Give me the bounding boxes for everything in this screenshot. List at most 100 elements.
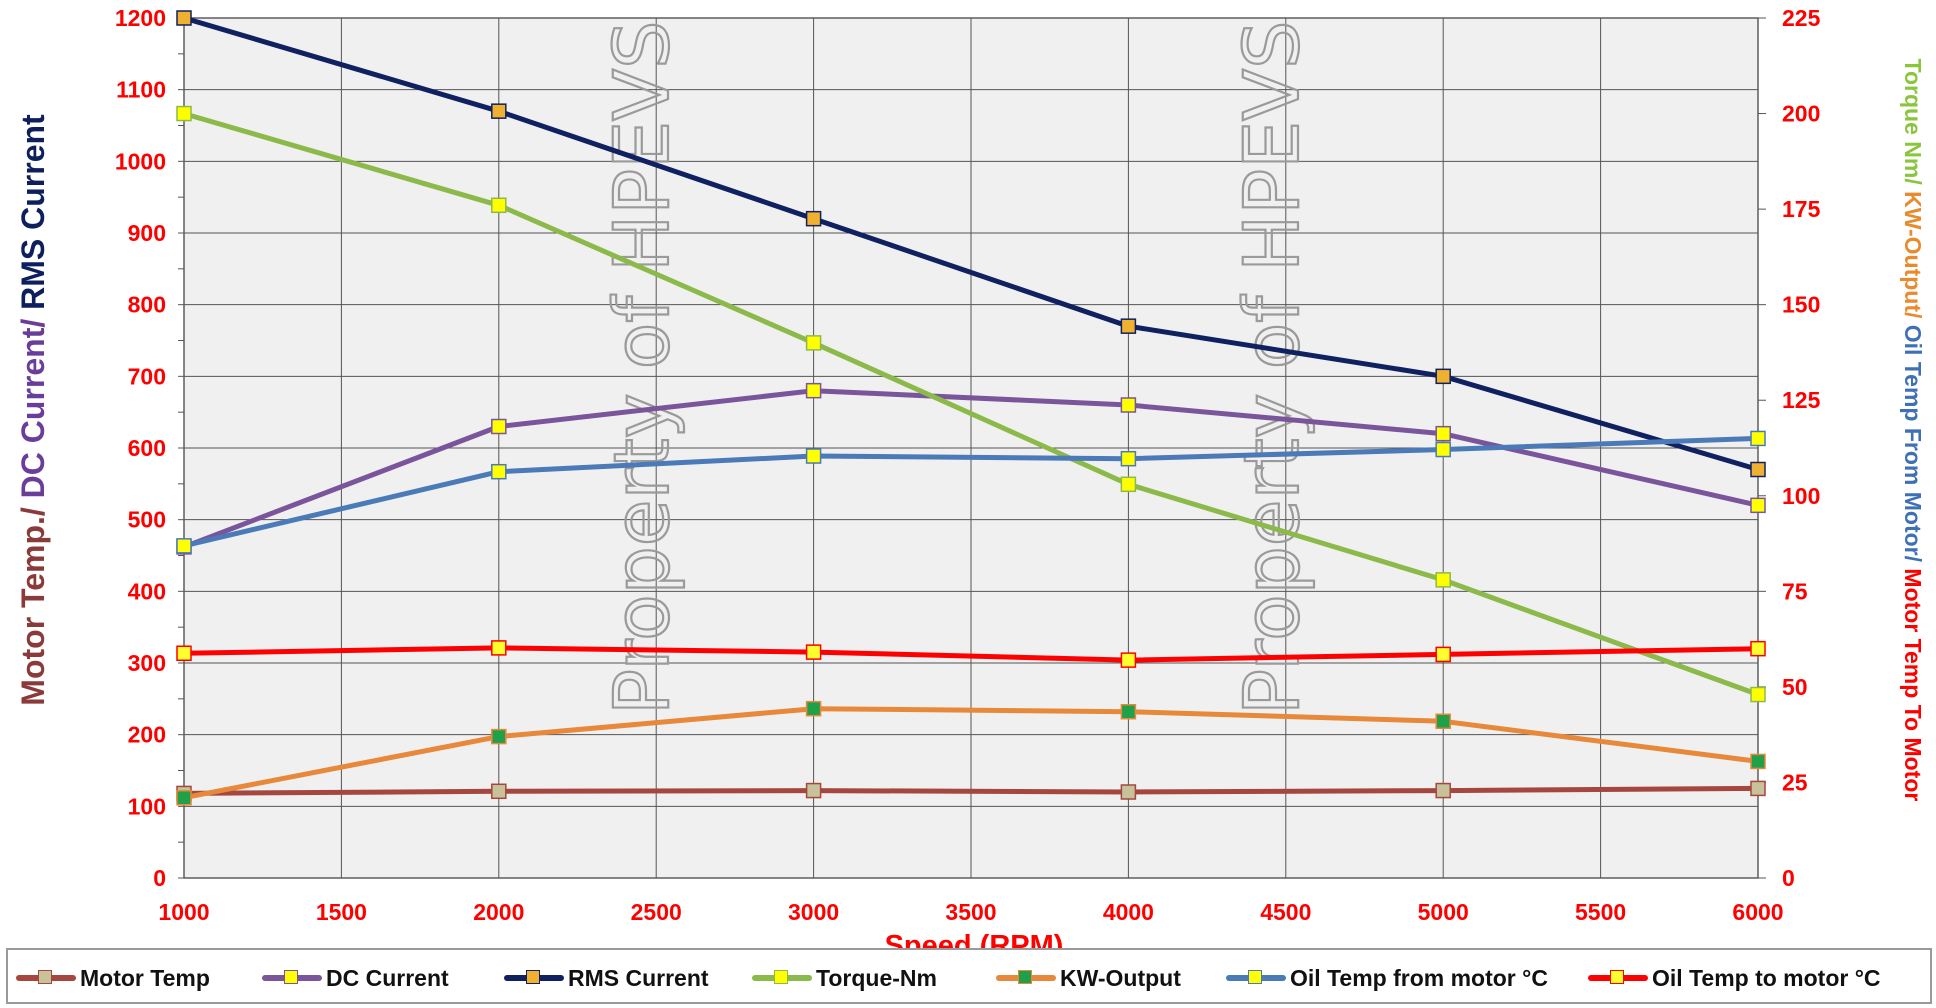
y-left-tick-label: 900: [128, 220, 166, 246]
data-point: [1435, 572, 1451, 588]
series-line: [181, 785, 1761, 796]
legend-marker: [1248, 970, 1262, 984]
y-right-title-part-0: Torque Nm/: [1900, 59, 1926, 191]
data-point: [1750, 753, 1766, 770]
legend-swatch: [1226, 966, 1286, 990]
data-point: [1435, 425, 1451, 442]
data-point: [805, 382, 822, 399]
x-tick-label: 6000: [1732, 899, 1783, 925]
y-right-axis-title: Torque Nm/ KW-Output/ Oil Temp From Moto…: [1900, 59, 1926, 802]
data-point: [1120, 476, 1137, 493]
series-6: [176, 640, 1766, 668]
data-point: [176, 645, 192, 662]
x-tick-label: 2000: [473, 899, 524, 925]
y-left-tick-labels: 0 100 200 300 400 500 600 700 800 900 1000 1100 1200: [115, 5, 166, 891]
x-tick-label: 3500: [945, 899, 996, 925]
y-right-tick-label: 150: [1782, 292, 1820, 318]
y-left-tick-label: 400: [128, 578, 166, 604]
series-layer: [176, 10, 1766, 806]
legend-swatch: [16, 966, 76, 990]
data-point: [1120, 450, 1137, 467]
y-left-tick-label: 300: [128, 650, 166, 676]
data-point: [176, 105, 192, 122]
y-right-tick-label: 200: [1782, 101, 1820, 127]
y-left-tick-label: 0: [153, 865, 166, 891]
legend-label: Oil Temp from motor °C: [1290, 964, 1548, 991]
y-right-title-part-1: KW-Output/: [1900, 191, 1926, 325]
series-0: [176, 780, 1766, 802]
x-tick-label: 4000: [1103, 899, 1154, 925]
legend-item: Motor Temp: [16, 950, 210, 1006]
x-tick-label: 3000: [788, 899, 839, 925]
series-3: [176, 105, 1766, 703]
y-right-tick-label: 175: [1782, 196, 1821, 222]
data-point: [491, 463, 507, 480]
data-point: [1435, 782, 1451, 799]
legend-marker: [774, 970, 788, 984]
line-chart: Property of HPEVS Property of HPEVS 1000…: [15, 5, 1926, 948]
legend-swatch: [504, 966, 564, 990]
legend-item: RMS Current: [504, 950, 709, 1006]
x-tick-label: 4500: [1260, 899, 1311, 925]
x-tick-label: 5500: [1575, 899, 1626, 925]
legend-label: KW-Output: [1060, 964, 1181, 991]
data-point: [1750, 780, 1766, 797]
series-line: [181, 111, 1761, 697]
y-left-title-part-2: RMS Current: [15, 114, 51, 310]
y-right-title-part-2: Oil Temp From Motor/: [1900, 325, 1926, 569]
y-left-tick-label: 1000: [115, 148, 166, 174]
data-point: [1750, 497, 1766, 514]
y-right-tick-label: 225: [1782, 5, 1821, 31]
y-right-title-part-3: Motor Temp To Motor: [1900, 568, 1926, 801]
data-point: [1435, 646, 1451, 663]
y-right-tick-label: 0: [1782, 865, 1795, 891]
x-tick-labels: 1000 1500 2000 2500 3000 3500 4000 4500 5000 5500…: [158, 899, 1783, 925]
legend-label: DC Current: [326, 964, 449, 991]
data-point: [1120, 318, 1137, 334]
y-left-tick-label: 1200: [115, 5, 166, 31]
y-right-tick-label: 125: [1782, 387, 1821, 413]
legend-label: Oil Temp to motor °C: [1652, 964, 1881, 991]
data-point: [491, 418, 507, 435]
y-right-tick-label: 25: [1782, 769, 1808, 795]
legend-item: Torque-Nm: [752, 950, 937, 1006]
x-tick-label: 2500: [631, 899, 682, 925]
series-line: [181, 706, 1761, 801]
y-right-tick-label: 50: [1782, 674, 1808, 700]
legend-swatch: [752, 966, 812, 990]
data-point: [1120, 652, 1137, 668]
y-left-tick-label: 600: [128, 435, 166, 461]
data-point: [1120, 703, 1137, 720]
data-point: [1120, 397, 1137, 413]
y-right-tick-label: 100: [1782, 483, 1820, 509]
watermark-1: Property of HPEVS: [597, 21, 686, 715]
data-point: [1120, 784, 1137, 800]
legend-marker: [1018, 970, 1032, 984]
x-tick-label: 1500: [316, 899, 367, 925]
series-line: [181, 645, 1761, 663]
legend-marker: [526, 970, 540, 984]
y-right-tick-labels: 0 25 50 75 100 125 150 175 200 225: [1782, 5, 1821, 891]
data-point: [805, 700, 822, 717]
watermark-2: Property of HPEVS: [1227, 21, 1316, 715]
data-point: [176, 10, 192, 26]
y-left-tick-label: 200: [128, 722, 166, 748]
data-point: [1750, 640, 1766, 657]
series-line: [181, 15, 1761, 472]
data-point: [805, 448, 822, 464]
x-tick-label: 1000: [158, 899, 209, 925]
y-left-tick-label: 500: [128, 507, 166, 533]
data-point: [805, 335, 822, 351]
data-point: [805, 644, 822, 660]
data-point: [1750, 686, 1766, 703]
legend-swatch: [262, 966, 322, 990]
data-point: [1750, 461, 1766, 478]
x-tick-label: 5000: [1418, 899, 1469, 925]
legend-swatch: [996, 966, 1056, 990]
data-point: [491, 783, 507, 800]
legend-item: Oil Temp to motor °C: [1588, 950, 1881, 1006]
y-left-title-part-1: DC Current/: [15, 310, 51, 498]
data-point: [491, 728, 507, 745]
y-left-tick-label: 800: [128, 292, 166, 318]
legend-marker: [284, 970, 298, 984]
